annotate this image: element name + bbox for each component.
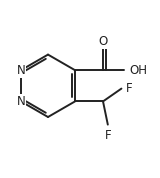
Text: F: F <box>104 129 111 142</box>
Text: N: N <box>17 64 25 77</box>
Text: O: O <box>98 35 108 48</box>
Text: OH: OH <box>129 64 147 77</box>
Text: N: N <box>17 95 25 108</box>
Text: F: F <box>125 82 132 95</box>
